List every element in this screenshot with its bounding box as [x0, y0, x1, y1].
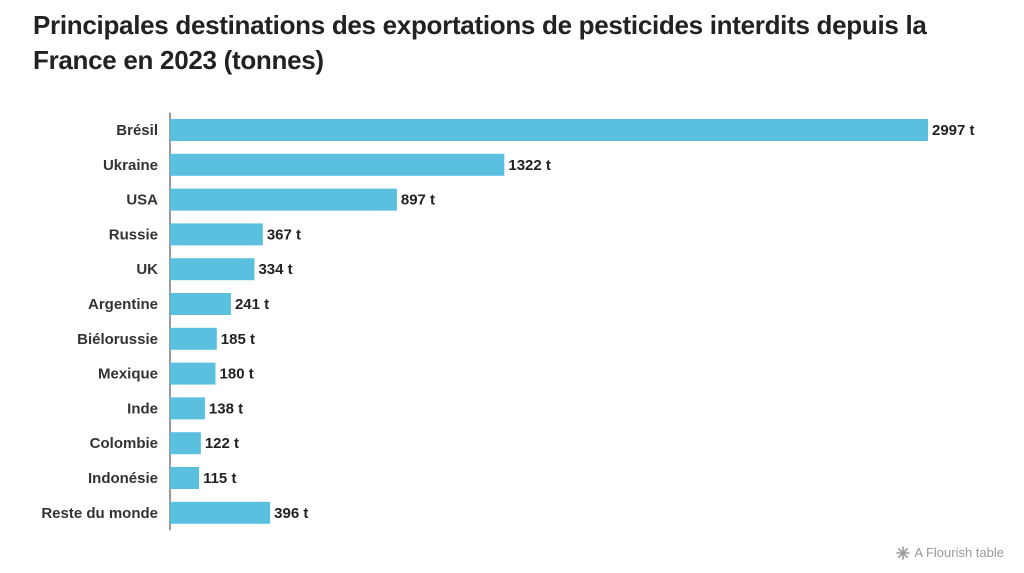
bar-row: Argentine 241 t	[88, 293, 269, 315]
bar	[170, 327, 217, 350]
data-label: 241 t	[235, 296, 269, 313]
bar	[170, 258, 255, 281]
bar-row: UK 334 t	[136, 258, 293, 281]
bar	[170, 293, 231, 315]
bar-row: Indonésie 115 t	[88, 467, 236, 489]
category-label: Ukraine	[103, 157, 158, 174]
data-label: 396 t	[274, 505, 308, 522]
category-label: Indonésie	[88, 470, 158, 487]
bar-row: Inde 138 t	[127, 397, 243, 420]
bar-row: Biélorussie 185 t	[77, 327, 255, 350]
bar	[170, 501, 271, 524]
bar	[170, 432, 201, 455]
data-label: 185 t	[221, 331, 255, 348]
bar	[170, 397, 205, 420]
data-label: 367 t	[267, 226, 301, 243]
chart-title: Principales destinations des exportation…	[33, 10, 927, 75]
flourish-star-icon	[896, 545, 911, 560]
bar	[170, 362, 216, 385]
bar-row: Russie 367 t	[109, 223, 301, 246]
data-label: 138 t	[209, 400, 243, 417]
bar	[170, 188, 397, 211]
category-label: Russie	[109, 226, 158, 243]
category-label: Brésil	[116, 122, 158, 139]
category-label: Mexique	[98, 366, 158, 383]
bar-row: USA 897 t	[126, 188, 435, 211]
data-label: 115 t	[203, 470, 236, 487]
bar-row: Reste du monde 396 t	[41, 501, 308, 524]
bar-row: Brésil 2997 t	[116, 119, 975, 141]
data-label: 334 t	[258, 261, 292, 278]
data-label: 1322 t	[508, 157, 551, 174]
bar	[170, 153, 505, 176]
bar	[170, 467, 200, 489]
category-label: UK	[136, 261, 158, 278]
flourish-credit-link[interactable]: A Flourish table	[896, 545, 1004, 560]
credit-label: A Flourish table	[914, 545, 1004, 560]
category-label: Reste du monde	[41, 505, 158, 522]
bar	[170, 223, 263, 246]
category-label: Biélorussie	[77, 331, 158, 348]
data-label: 2997 t	[932, 122, 975, 139]
bar-chart: Brésil 2997 t Ukraine 1322 t USA 897 t Russie 3…	[41, 112, 975, 531]
bar-row: Colombie 122 t	[90, 432, 239, 455]
category-label: Inde	[127, 400, 158, 417]
bar-row: Ukraine 1322 t	[103, 153, 551, 176]
bar-row: Mexique 180 t	[98, 362, 254, 385]
data-label: 897 t	[401, 192, 435, 209]
bar	[170, 119, 928, 141]
category-label: Argentine	[88, 296, 158, 313]
data-label: 122 t	[205, 435, 239, 452]
category-label: Colombie	[90, 435, 158, 452]
category-label: USA	[126, 192, 158, 209]
data-label: 180 t	[220, 366, 254, 383]
